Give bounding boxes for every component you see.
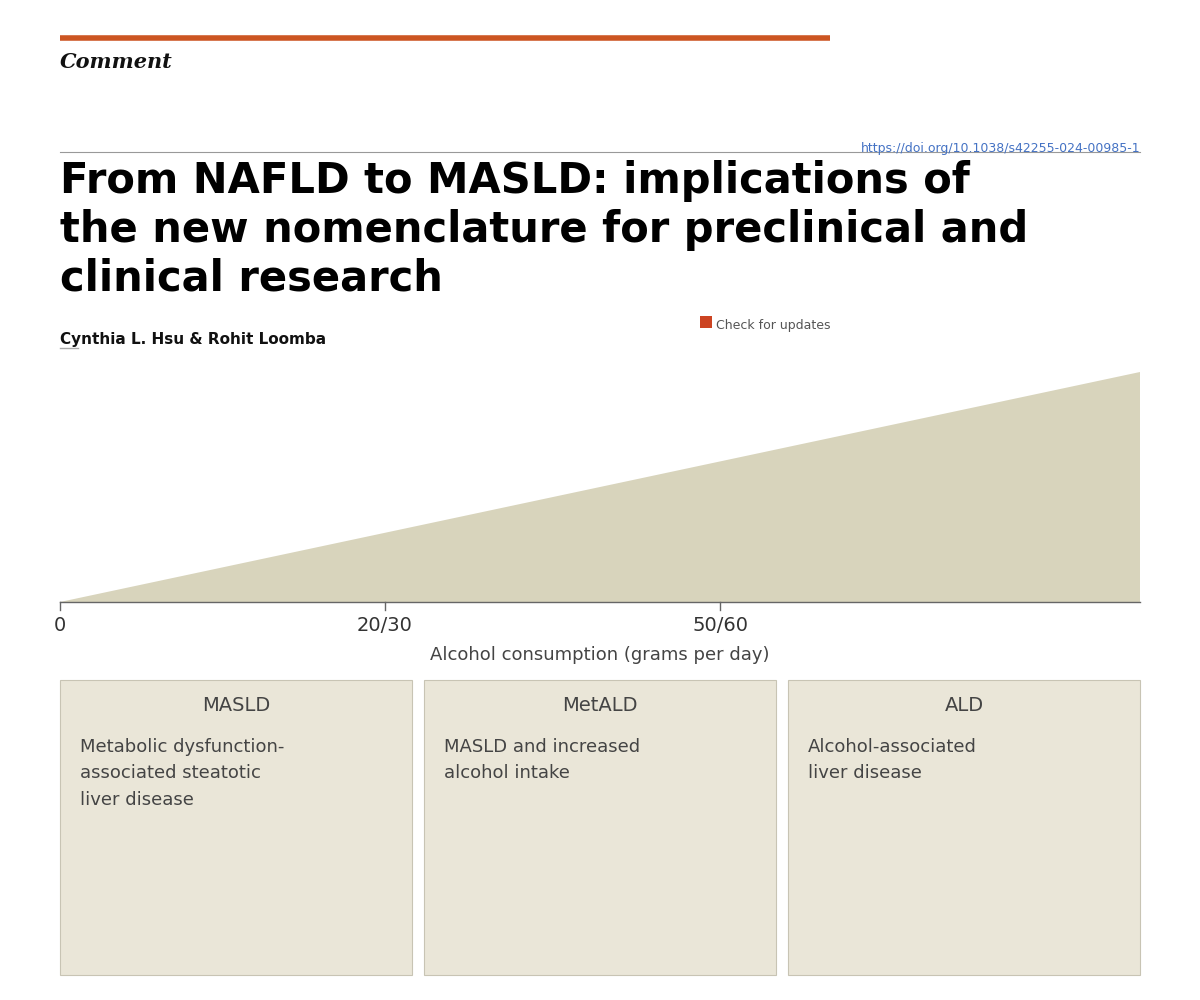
Text: Comment: Comment [60, 52, 173, 72]
Text: 20/30: 20/30 [358, 616, 413, 635]
Text: MASLD and increased
alcohol intake: MASLD and increased alcohol intake [444, 738, 640, 782]
Text: Cynthia L. Hsu & Rohit Loomba: Cynthia L. Hsu & Rohit Loomba [60, 332, 326, 347]
FancyBboxPatch shape [700, 316, 712, 328]
Text: MASLD: MASLD [202, 696, 270, 715]
Text: From NAFLD to MASLD: implications of
the new nomenclature for preclinical and
cl: From NAFLD to MASLD: implications of the… [60, 160, 1028, 299]
Bar [788, 680, 1140, 975]
Text: Check for updates: Check for updates [716, 318, 830, 332]
Polygon shape [60, 372, 1140, 602]
Text: 50/60: 50/60 [692, 616, 748, 635]
Text: Alcohol-associated
liver disease: Alcohol-associated liver disease [808, 738, 977, 782]
Bar [424, 680, 776, 975]
Text: Alcohol consumption (grams per day): Alcohol consumption (grams per day) [431, 646, 769, 664]
Text: https://doi.org/10.1038/s42255-024-00985-1: https://doi.org/10.1038/s42255-024-00985… [860, 142, 1140, 155]
Text: Metabolic dysfunction-
associated steatotic
liver disease: Metabolic dysfunction- associated steato… [80, 738, 284, 809]
Bar [60, 680, 412, 975]
Text: ALD: ALD [944, 696, 984, 715]
Text: 0: 0 [54, 616, 66, 635]
Text: MetALD: MetALD [563, 696, 637, 715]
